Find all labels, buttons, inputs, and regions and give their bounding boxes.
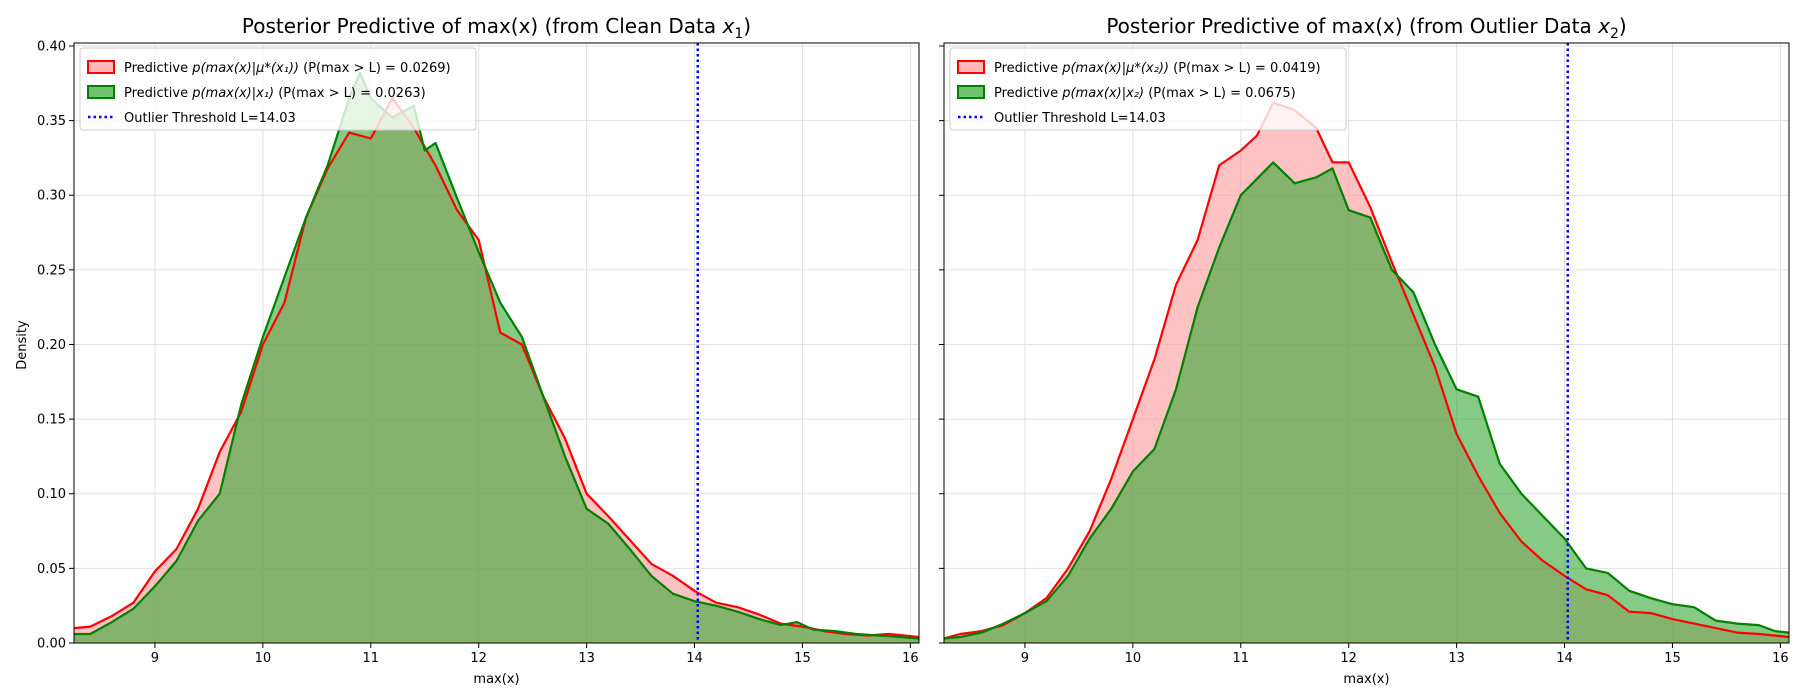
x-tick-label: 12 — [470, 651, 487, 666]
y-tick-label: 0.15 — [37, 413, 66, 428]
series-line-red — [74, 97, 919, 639]
panel-clean-data: 9 10 11 12 13 14 15 16 0.00 0.05 0.10 0.15 0.20 0.25 0… — [37, 14, 920, 687]
x-tick-label: 10 — [1125, 651, 1142, 666]
y-tick-label: 0.30 — [37, 189, 66, 204]
x-tick-label: 10 — [255, 651, 272, 666]
y-tick-label: 0.20 — [37, 338, 66, 353]
x-tick-label: 13 — [1448, 651, 1465, 666]
series-line-green — [74, 71, 919, 640]
panel-outlier-data: 9 10 11 12 13 14 15 16 max(x) Posterior Predictiv… — [939, 14, 1790, 687]
axes-frame — [73, 42, 920, 644]
legend-threshold-label: Outlier Threshold L=14.03 — [994, 111, 1166, 126]
x-axis-label: max(x) — [1343, 672, 1389, 687]
x-tick-label: 12 — [1340, 651, 1357, 666]
y-axis-label: Density — [15, 320, 30, 370]
x-tick-label: 11 — [363, 651, 380, 666]
ticks: 9 10 11 12 13 14 15 16 0.00 0.05 0.10 0.15 0.20 0.25 0… — [37, 39, 919, 666]
series-area-green — [74, 72, 919, 643]
legend-threshold-label: Outlier Threshold L=14.03 — [124, 111, 296, 126]
legend-swatch-green — [957, 85, 985, 99]
legend-label-red: Predictive p(max(x)|μ*(x₂)) (P(max > L) … — [994, 61, 1321, 76]
y-tick-label: 0.40 — [37, 39, 66, 54]
x-tick-label: 16 — [902, 651, 919, 666]
ticks: 9 10 11 12 13 14 15 16 — [939, 45, 1789, 666]
legend-label-red: Predictive p(max(x)|μ*(x₁)) (P(max > L) … — [124, 61, 451, 76]
x-tick-label: 15 — [794, 651, 811, 666]
legend-box — [949, 47, 1347, 131]
x-tick-label: 9 — [151, 651, 159, 666]
x-tick-label: 13 — [578, 651, 595, 666]
legend-box — [79, 47, 477, 131]
x-tick-label: 14 — [686, 651, 703, 666]
legend-label-green: Predictive p(max(x)|x₁) (P(max > L) = 0.… — [124, 86, 426, 101]
y-tick-label: 0.00 — [37, 637, 66, 652]
y-tick-label: 0.10 — [37, 487, 66, 502]
y-tick-label: 0.35 — [37, 114, 66, 129]
x-tick-label: 14 — [1556, 651, 1573, 666]
chart-title: Posterior Predictive of max(x) (from Out… — [1106, 14, 1626, 42]
legend-swatch-green — [87, 85, 115, 99]
legend-label-green: Predictive p(max(x)|x₂) (P(max > L) = 0.… — [994, 86, 1296, 101]
x-tick-label: 15 — [1664, 651, 1681, 666]
plot-area — [944, 43, 1789, 643]
series-line-green — [944, 161, 1789, 640]
y-tick-label: 0.05 — [37, 562, 66, 577]
axes-frame — [943, 42, 1790, 644]
x-axis-label: max(x) — [473, 672, 519, 687]
y-tick-label: 0.25 — [37, 263, 66, 278]
x-tick-label: 16 — [1772, 651, 1789, 666]
x-tick-label: 9 — [1021, 651, 1029, 666]
legend-swatch-red — [957, 60, 985, 74]
plot-area — [74, 43, 919, 643]
legend: Predictive p(max(x)|μ*(x₁)) (P(max > L) … — [79, 47, 477, 131]
legend: Predictive p(max(x)|μ*(x₂)) (P(max > L) … — [949, 47, 1347, 131]
legend-swatch-red — [87, 60, 115, 74]
series-area-green — [944, 162, 1789, 643]
x-tick-label: 11 — [1233, 651, 1250, 666]
chart-title: Posterior Predictive of max(x) (from Cle… — [242, 14, 751, 42]
series-line-red — [944, 101, 1789, 640]
